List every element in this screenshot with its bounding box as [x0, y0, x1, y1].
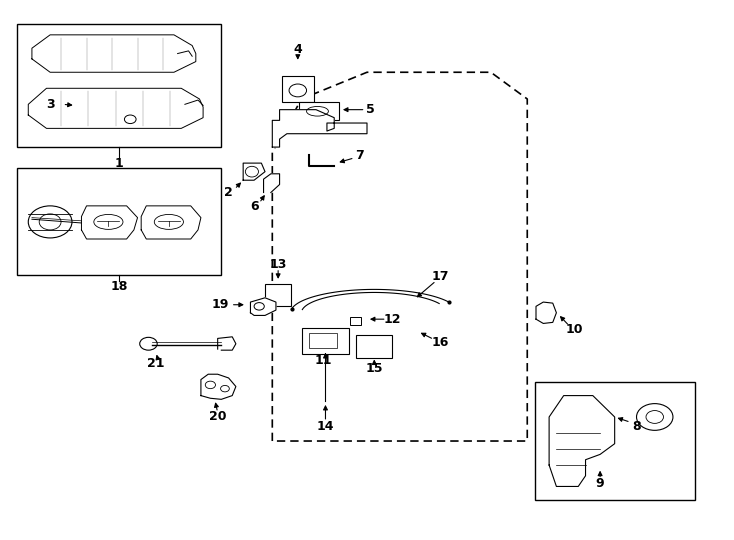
Text: 20: 20	[209, 410, 226, 423]
Text: 10: 10	[566, 323, 584, 336]
Bar	[356, 335, 393, 357]
Text: 1: 1	[115, 157, 124, 170]
Text: 3: 3	[46, 98, 54, 111]
Text: 4: 4	[294, 43, 302, 56]
Polygon shape	[264, 174, 280, 192]
Polygon shape	[272, 110, 367, 147]
Text: 11: 11	[315, 354, 332, 367]
Text: 14: 14	[317, 420, 334, 433]
Bar	[265, 285, 291, 306]
Polygon shape	[250, 298, 276, 315]
Text: 13: 13	[269, 258, 287, 271]
Text: 6: 6	[250, 200, 258, 213]
Bar	[18, 24, 222, 147]
Text: 18: 18	[111, 280, 128, 293]
Text: 21: 21	[147, 357, 164, 370]
Bar	[534, 382, 695, 500]
Bar	[299, 102, 339, 120]
Bar	[349, 317, 361, 325]
Bar	[282, 76, 314, 102]
Bar	[302, 328, 349, 354]
Text: 15: 15	[366, 362, 383, 375]
Text: 12: 12	[384, 313, 401, 326]
Polygon shape	[243, 163, 265, 180]
Text: 16: 16	[431, 336, 448, 349]
Bar	[310, 333, 337, 348]
Text: 17: 17	[431, 270, 448, 283]
Text: 7: 7	[355, 148, 364, 161]
Polygon shape	[536, 302, 556, 323]
Text: 8: 8	[632, 420, 641, 433]
Polygon shape	[201, 374, 236, 400]
Text: 19: 19	[211, 298, 228, 311]
Text: 9: 9	[596, 477, 604, 490]
Text: 2: 2	[224, 186, 233, 199]
Bar	[18, 168, 222, 275]
Text: 5: 5	[366, 103, 375, 116]
Polygon shape	[549, 396, 614, 487]
